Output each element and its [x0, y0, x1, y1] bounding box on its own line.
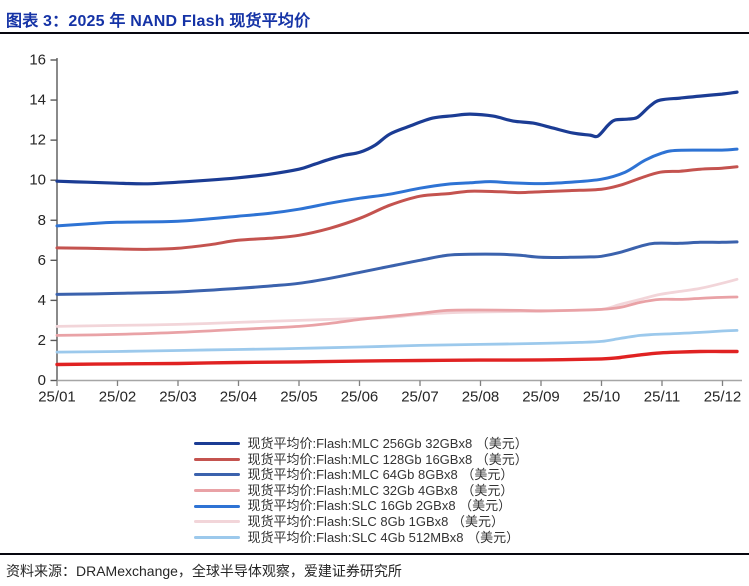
- legend-swatch: [193, 489, 240, 493]
- title-divider: [0, 32, 749, 34]
- series-line-2: [55, 165, 739, 251]
- legend-item: 现货平均价:Flash:MLC 32Gb 4GBx8 （美元）: [193, 482, 556, 499]
- legend-item: 现货平均价:Flash:SLC 4Gb 512MBx8 （美元）: [193, 529, 556, 546]
- y-tick-label: 12: [29, 132, 46, 149]
- legend-swatch: [193, 442, 240, 446]
- x-tick-label: 25/03: [159, 389, 197, 406]
- y-tick-label: 0: [38, 372, 46, 389]
- chart-title: 图表 3：2025 年 NAND Flash 现货平均价: [6, 13, 311, 30]
- legend-label: 现货平均价:Flash:SLC 8Gb 1GBx8 （美元）: [247, 513, 504, 529]
- x-tick-label: 25/04: [220, 389, 258, 406]
- series-line-5: [55, 147, 739, 228]
- legend-label: 现货平均价:Flash:SLC 16Gb 2GBx8 （美元）: [247, 498, 512, 514]
- x-tick-label: 25/08: [462, 389, 500, 406]
- legend-label: 现货平均价:Flash:MLC 64Gb 8GBx8 （美元）: [247, 467, 514, 483]
- x-tick-label: 25/12: [704, 389, 742, 406]
- series-line-8: [55, 349, 739, 367]
- y-tick-label: 14: [29, 92, 46, 109]
- y-tick-label: 16: [29, 52, 46, 69]
- x-tick-label: 25/10: [583, 389, 621, 406]
- legend-item: 现货平均价:Flash:MLC 64Gb 8GBx8 （美元）: [193, 467, 556, 483]
- legend-swatch: [193, 520, 240, 524]
- legend-swatch: [193, 473, 240, 477]
- x-tick-label: 25/06: [341, 389, 379, 406]
- x-tick-label: 25/01: [38, 389, 76, 406]
- x-tick-label: 25/02: [99, 389, 137, 406]
- series-line-3: [55, 240, 739, 296]
- y-tick-label: 10: [29, 172, 46, 189]
- legend-label: 现货平均价:Flash:MLC 32Gb 4GBx8 （美元）: [247, 482, 514, 498]
- x-tick-label: 25/05: [280, 389, 318, 406]
- source-note: 资料来源：DRAMexchange，全球半导体观察，爱建证券研究所: [6, 563, 402, 579]
- legend-label: 现货平均价:Flash:SLC 4Gb 512MBx8 （美元）: [247, 529, 520, 545]
- y-tick-label: 8: [38, 212, 46, 229]
- series-line-7: [55, 329, 739, 354]
- x-tick-label: 25/07: [401, 389, 439, 406]
- legend-swatch: [193, 457, 240, 461]
- y-tick-label: 2: [38, 332, 46, 349]
- legend-swatch: [193, 504, 240, 508]
- x-tick-label: 25/11: [644, 389, 680, 406]
- footer-divider: [0, 553, 749, 555]
- legend-item: 现货平均价:Flash:SLC 8Gb 1GBx8 （美元）: [193, 513, 556, 530]
- legend-label: 现货平均价:Flash:MLC 128Gb 16GBx8 （美元）: [247, 451, 528, 467]
- x-tick-label: 25/09: [522, 389, 560, 406]
- price-chart: 0 2 4 6 8 10 12 14 16 25/01 25/02 25/03 25/04 25/05 25…: [29, 52, 742, 406]
- series-line-1: [55, 90, 739, 186]
- legend-item: 现货平均价:Flash:MLC 256Gb 32GBx8 （美元）: [193, 436, 556, 452]
- legend-item: 现货平均价:Flash:SLC 16Gb 2GBx8 （美元）: [193, 498, 556, 514]
- y-tick-label: 4: [38, 292, 46, 309]
- legend-item: 现货平均价:Flash:MLC 128Gb 16GBx8 （美元）: [193, 451, 556, 468]
- legend-swatch: [193, 535, 240, 539]
- chart-legend: 现货平均价:Flash:MLC 256Gb 32GBx8 （美元） 现货平均价:F…: [0, 436, 749, 545]
- series-line-4: [55, 295, 739, 337]
- series-line-6: [55, 277, 739, 328]
- legend-label: 现货平均价:Flash:MLC 256Gb 32GBx8 （美元）: [247, 436, 528, 451]
- y-tick-label: 6: [38, 252, 46, 269]
